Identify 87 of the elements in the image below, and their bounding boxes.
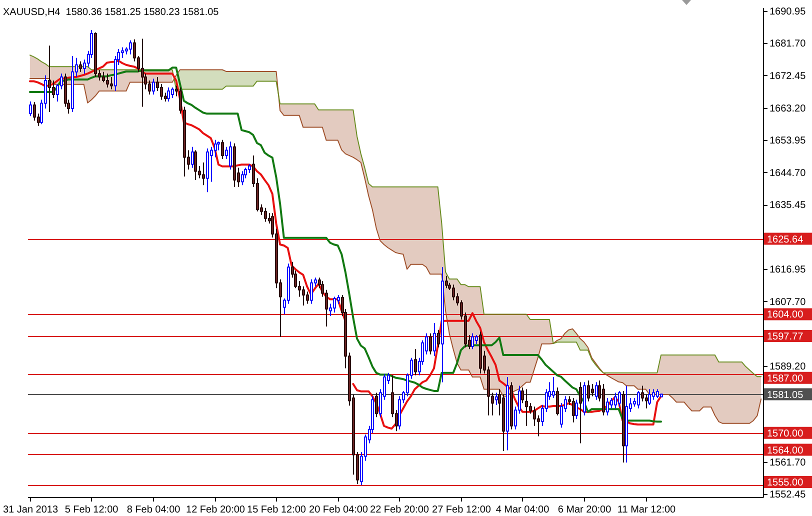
x-tick-label: 6 Mar 20:00 xyxy=(558,504,612,516)
candlestick xyxy=(471,332,474,350)
y-tick-label: 1644.70 xyxy=(770,168,806,179)
x-tick-label: 8 Feb 04:00 xyxy=(126,504,181,516)
ref-line-label: 1625.64 xyxy=(767,234,804,246)
candlestick xyxy=(445,275,448,289)
chart-title: XAUUSD,H4 1580.36 1581.25 1580.23 1581.05 xyxy=(3,7,220,18)
candlestick xyxy=(506,376,509,451)
y-tick-label: 1589.20 xyxy=(770,361,806,372)
candlestick xyxy=(614,392,617,409)
candlestick xyxy=(572,397,575,423)
candlestick xyxy=(241,170,244,186)
candlestick xyxy=(206,148,209,193)
candlestick xyxy=(660,393,663,398)
x-tick-label: 31 Jan 2013 xyxy=(2,504,58,516)
candlestick xyxy=(264,207,267,222)
ref-line-label: 1587.00 xyxy=(767,373,804,384)
candlestick xyxy=(333,296,336,313)
candlestick xyxy=(110,76,113,90)
candlestick xyxy=(595,382,598,400)
candlestick xyxy=(48,45,51,112)
candlestick xyxy=(579,382,582,444)
candlestick xyxy=(433,322,436,357)
candlestick xyxy=(622,390,625,463)
candlestick xyxy=(233,142,236,188)
candlestick xyxy=(141,38,144,108)
y-tick-label: 1681.70 xyxy=(770,38,806,50)
x-tick-label: 12 Feb 20:00 xyxy=(186,504,246,516)
candlestick xyxy=(202,162,205,186)
candlestick xyxy=(656,388,659,398)
candlestick xyxy=(167,87,170,102)
x-tick-label: 20 Feb 04:00 xyxy=(309,504,368,516)
candlestick xyxy=(29,100,32,117)
ref-line-label: 1564.00 xyxy=(767,445,804,456)
x-tick-label: 11 Mar 12:00 xyxy=(617,504,676,516)
candlestick xyxy=(648,388,651,406)
y-tick-label: 1672.45 xyxy=(770,70,806,82)
candlestick xyxy=(525,388,528,426)
candlestick xyxy=(221,139,224,160)
candlestick xyxy=(310,278,313,304)
candlestick xyxy=(495,392,498,406)
ref-line-label: 1604.00 xyxy=(767,310,804,321)
y-tick-label: 1663.20 xyxy=(770,103,806,114)
candlestick xyxy=(437,329,440,348)
ref-line-label: 1581.05 xyxy=(767,390,804,401)
candlestick xyxy=(479,331,482,374)
candlestick xyxy=(618,390,621,408)
candlestick xyxy=(106,73,109,88)
x-tick-label: 4 Mar 04:00 xyxy=(496,504,550,516)
candlestick xyxy=(79,60,82,72)
candlestick xyxy=(71,56,74,112)
candlestick xyxy=(552,376,555,398)
y-tick-label: 1607.70 xyxy=(770,296,806,308)
candlestick xyxy=(414,348,417,376)
candlestick xyxy=(587,380,590,402)
candlestick xyxy=(191,146,194,168)
candlestick xyxy=(575,399,578,420)
candlestick xyxy=(606,397,609,416)
candlestick xyxy=(194,150,197,180)
candlestick xyxy=(152,78,155,95)
x-tick-label: 22 Feb 20:00 xyxy=(370,504,430,516)
ref-line-label: 1570.00 xyxy=(767,428,804,440)
candlestick xyxy=(429,332,432,355)
y-tick-label: 1616.95 xyxy=(770,264,806,276)
y-tick-label: 1690.95 xyxy=(770,6,806,18)
candlestick xyxy=(521,386,524,404)
candlestick xyxy=(583,382,586,416)
candlestick xyxy=(94,32,97,78)
candlestick xyxy=(625,385,628,463)
y-tick-label: 1561.70 xyxy=(770,457,806,468)
y-tick-label: 1635.45 xyxy=(770,200,806,212)
candlestick xyxy=(556,386,559,416)
x-tick-label: 5 Feb 12:00 xyxy=(64,504,119,516)
candlestick xyxy=(441,266,444,383)
candlestick xyxy=(602,383,605,416)
y-tick-label: 1552.45 xyxy=(770,490,806,501)
ref-line-label: 1597.77 xyxy=(767,331,804,342)
ref-line-label: 1555.00 xyxy=(767,478,804,489)
candlestick xyxy=(510,382,513,430)
candlestick xyxy=(129,40,132,55)
candlestick xyxy=(229,141,232,170)
candlestick xyxy=(375,392,378,418)
candlestick xyxy=(637,390,640,409)
x-tick-label: 27 Feb 12:00 xyxy=(432,504,492,516)
y-tick-label: 1653.95 xyxy=(770,136,806,147)
x-tick-label: 15 Feb 12:00 xyxy=(247,504,306,516)
candlestick xyxy=(171,87,174,98)
